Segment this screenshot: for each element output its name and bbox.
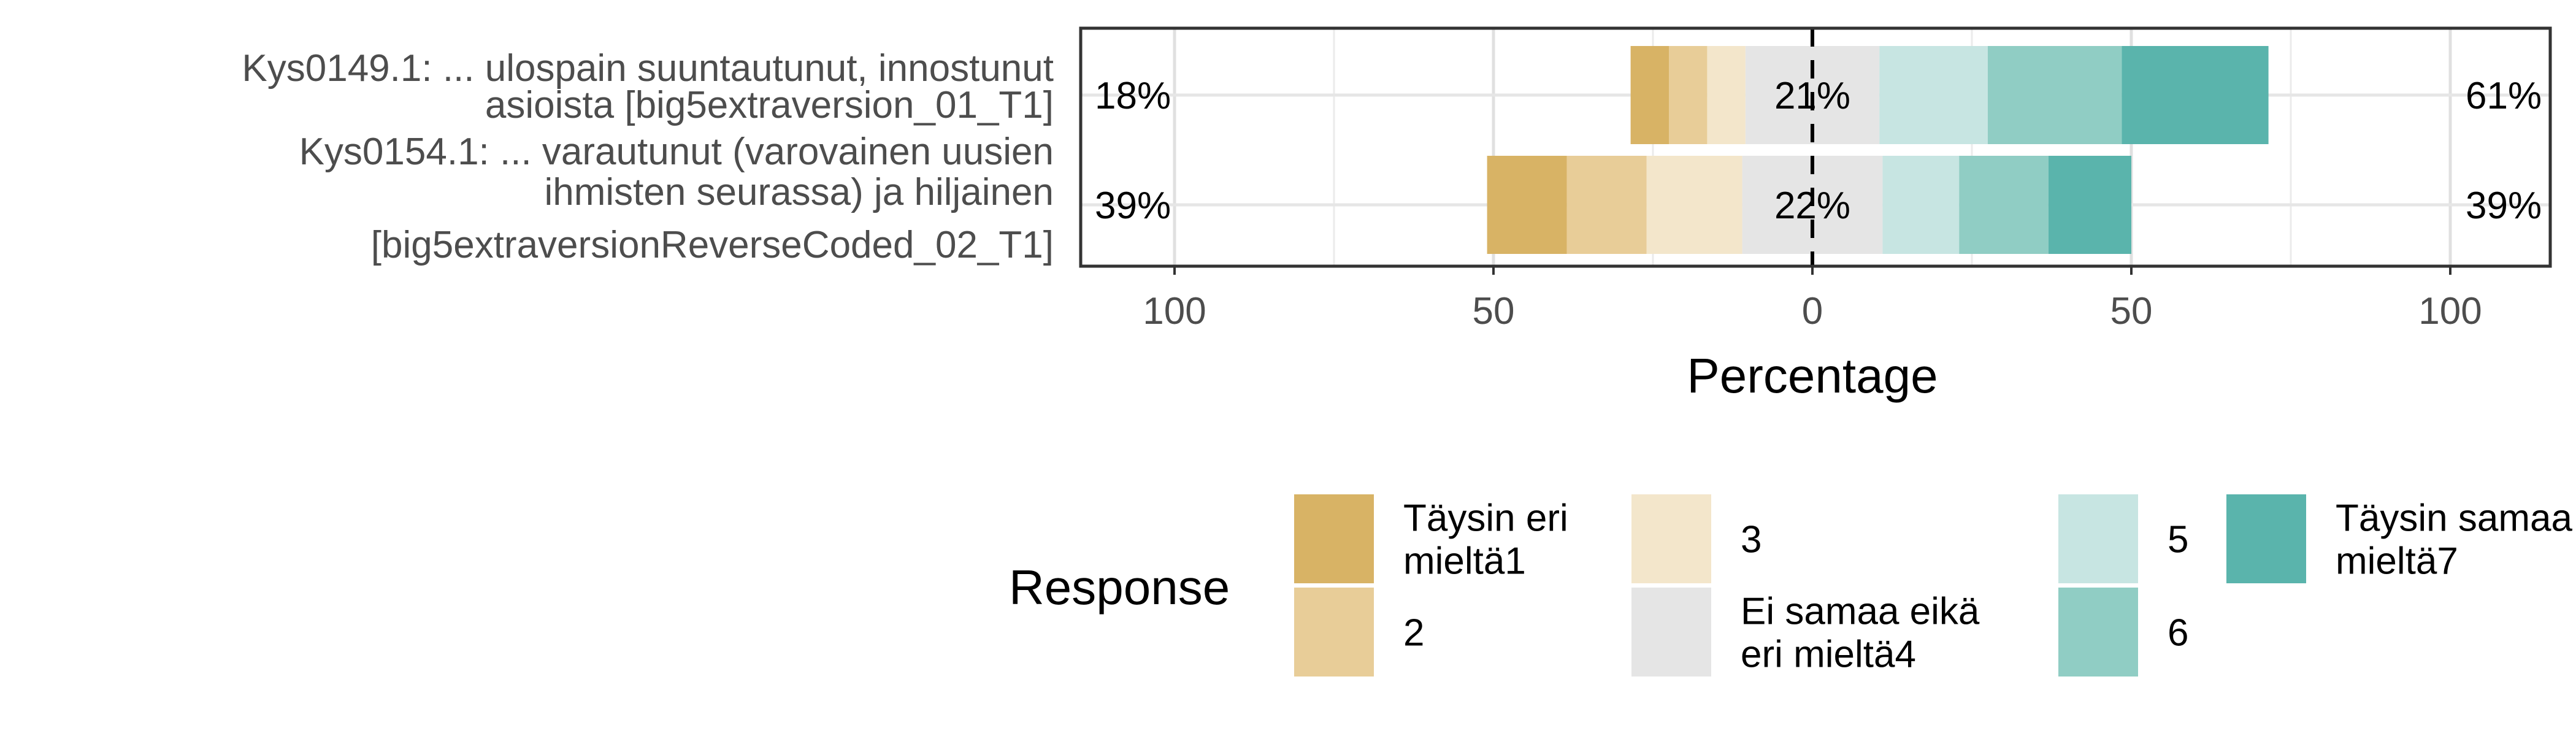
y-axis-label: Kys0149.1: ... ulospain suuntautunut, in… — [242, 47, 1054, 126]
legend-key — [2058, 588, 2138, 677]
bar-segment — [1566, 156, 1647, 254]
bar-segment — [2122, 46, 2269, 144]
right-percent-label: 39% — [2466, 185, 2542, 227]
y-axis-label: Kys0154.1: ... varautunut (varovainen uu… — [299, 131, 1054, 266]
x-tick-label: 50 — [2110, 290, 2153, 332]
legend: Response Täysin eri mieltä1 2 3 Ei samaa eikä… — [1009, 494, 2572, 677]
y-axis-labels: Kys0149.1: ... ulospain suuntautunut, in… — [242, 47, 1054, 266]
x-tick-label: 0 — [1802, 290, 1823, 332]
x-tick-label: 50 — [1473, 290, 1515, 332]
legend-label: 3 — [1741, 519, 1761, 561]
legend-label: 6 — [2168, 612, 2188, 654]
bar-segment — [1882, 156, 1960, 254]
bar-segment — [1879, 46, 1988, 144]
right-percent-label: 61% — [2466, 75, 2542, 117]
legend-label: Täysin samaa mieltä7 — [2336, 497, 2572, 583]
legend-label: Täysin eri mieltä1 — [1403, 497, 1568, 583]
x-axis-title: Percentage — [1687, 348, 1938, 403]
bar-segment — [1646, 156, 1742, 254]
bar-segment — [1487, 156, 1567, 254]
bar-segment — [1707, 46, 1746, 144]
legend-key — [2058, 494, 2138, 583]
legend-key — [1631, 494, 1711, 583]
bar-segment — [1669, 46, 1708, 144]
legend-title: Response — [1009, 560, 1230, 615]
left-percent-label: 18% — [1095, 75, 1171, 117]
x-axis: 100 50 0 50 100 — [1143, 266, 2482, 332]
legend-key — [1294, 494, 1374, 583]
legend-label: 5 — [2168, 519, 2188, 561]
plot-border — [1079, 26, 2552, 268]
bar-segment — [2048, 156, 2131, 254]
bar-segment — [1988, 46, 2122, 144]
x-tick-label: 100 — [1143, 290, 1206, 332]
left-percent-label: 39% — [1095, 185, 1171, 227]
bar-segment — [1959, 156, 2049, 254]
legend-key — [1631, 588, 1711, 677]
legend-label: 2 — [1403, 612, 1424, 654]
bar-segment — [1630, 46, 1669, 144]
x-tick-label: 100 — [2418, 290, 2482, 332]
legend-label: Ei samaa eikä eri mieltä4 — [1741, 591, 1980, 676]
legend-key — [2226, 494, 2306, 583]
plot-area: 18% 21% 61%39% 22% 39% — [1079, 26, 2552, 268]
legend-key — [1294, 588, 1374, 677]
